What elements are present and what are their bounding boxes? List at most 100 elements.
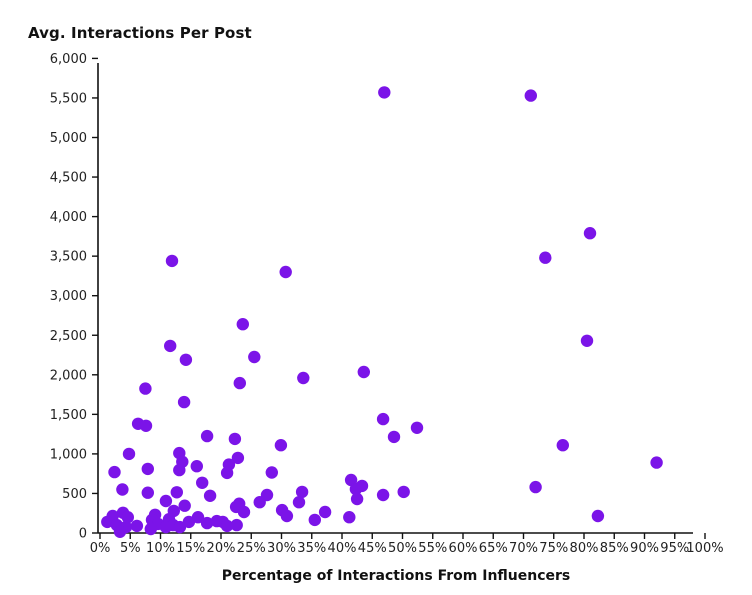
data-point [196, 476, 209, 489]
data-point [228, 432, 242, 446]
x-tick-label: 5% [120, 541, 141, 556]
x-tick-label: 15% [176, 541, 205, 556]
data-point [108, 465, 121, 479]
x-tick-label: 80% [570, 541, 599, 556]
x-tick-label: 100% [686, 541, 723, 556]
data-point [265, 466, 278, 479]
data-point [122, 447, 136, 461]
x-tick-label: 25% [237, 541, 266, 556]
data-point [220, 466, 234, 480]
data-point [349, 482, 363, 496]
y-tick-label: 5,000 [50, 131, 87, 146]
data-point [378, 86, 391, 99]
y-tick-label: 1,000 [50, 447, 87, 462]
data-point [344, 473, 358, 487]
y-tick-label: 0 [79, 527, 87, 542]
data-point [583, 227, 597, 240]
data-point [580, 334, 594, 347]
x-tick-label: 70% [509, 541, 538, 556]
x-tick-label: 35% [297, 541, 326, 556]
data-point [280, 509, 294, 523]
data-point [650, 456, 663, 469]
data-point [591, 509, 605, 523]
data-point [297, 371, 310, 385]
x-tick-label: 30% [267, 541, 296, 556]
x-tick-label: 50% [388, 541, 417, 556]
data-point [165, 254, 179, 268]
data-point [144, 522, 157, 536]
data-point [230, 518, 243, 532]
y-tick-label: 2,500 [50, 329, 87, 344]
data-point [170, 486, 183, 499]
data-point [231, 451, 245, 465]
x-tick-label: 90% [630, 541, 659, 556]
data-point [529, 480, 542, 494]
x-axis-title: Percentage of Interactions From Influenc… [221, 568, 571, 584]
x-tick-label: 60% [449, 541, 478, 556]
data-point [164, 339, 177, 353]
data-point [248, 350, 261, 364]
data-point [556, 439, 569, 452]
data-point [139, 419, 153, 432]
x-tick-label: 45% [358, 541, 387, 556]
data-point [177, 395, 191, 409]
data-point [141, 486, 154, 499]
data-point [200, 429, 214, 443]
data-point [141, 462, 154, 476]
x-tick-label: 55% [418, 541, 447, 556]
data-point [292, 496, 306, 509]
data-point [159, 494, 173, 508]
y-tick-label: 2,000 [50, 368, 87, 383]
data-point [387, 430, 401, 444]
data-point [350, 492, 364, 506]
y-tick-label: 4,500 [50, 171, 87, 186]
data-point [179, 353, 193, 366]
x-tick-label: 75% [539, 541, 568, 556]
x-tick-label: 20% [207, 541, 236, 556]
data-point [237, 505, 251, 519]
y-tick-label: 500 [62, 487, 87, 502]
data-point [101, 515, 114, 529]
data-point [308, 513, 321, 527]
data-point [233, 376, 246, 390]
x-tick-label: 0% [90, 541, 111, 556]
data-point [182, 515, 196, 529]
data-point [318, 505, 332, 519]
data-point [139, 382, 152, 395]
data-point [376, 488, 390, 502]
data-point [190, 460, 203, 473]
y-tick-label: 3,000 [50, 289, 87, 304]
x-tick-label: 85% [600, 541, 629, 556]
data-point [253, 496, 266, 509]
chart-title: Avg. Interactions Per Post [28, 24, 252, 42]
data-point [539, 251, 552, 264]
x-tick-label: 65% [479, 541, 508, 556]
y-tick-label: 3,500 [50, 250, 87, 265]
y-tick-label: 5,500 [50, 91, 87, 106]
data-point [279, 265, 292, 279]
data-point [130, 519, 144, 533]
data-point [203, 489, 217, 502]
data-point [236, 318, 249, 331]
y-tick-label: 4,000 [50, 210, 87, 225]
data-point [397, 485, 410, 499]
data-point [173, 520, 187, 534]
data-point [121, 511, 134, 524]
data-point [178, 499, 191, 512]
data-point [116, 483, 129, 496]
data-point [376, 412, 390, 426]
data-point [524, 89, 537, 102]
data-point [274, 439, 288, 452]
data-point [200, 516, 214, 530]
x-tick-label: 40% [328, 541, 357, 556]
data-point [173, 463, 186, 477]
data-point [295, 485, 309, 499]
data-point [159, 520, 173, 534]
data-point [220, 519, 234, 533]
data-point [357, 365, 370, 379]
data-point [343, 511, 356, 524]
data-point [410, 421, 424, 434]
x-tick-label: 10% [146, 541, 175, 556]
